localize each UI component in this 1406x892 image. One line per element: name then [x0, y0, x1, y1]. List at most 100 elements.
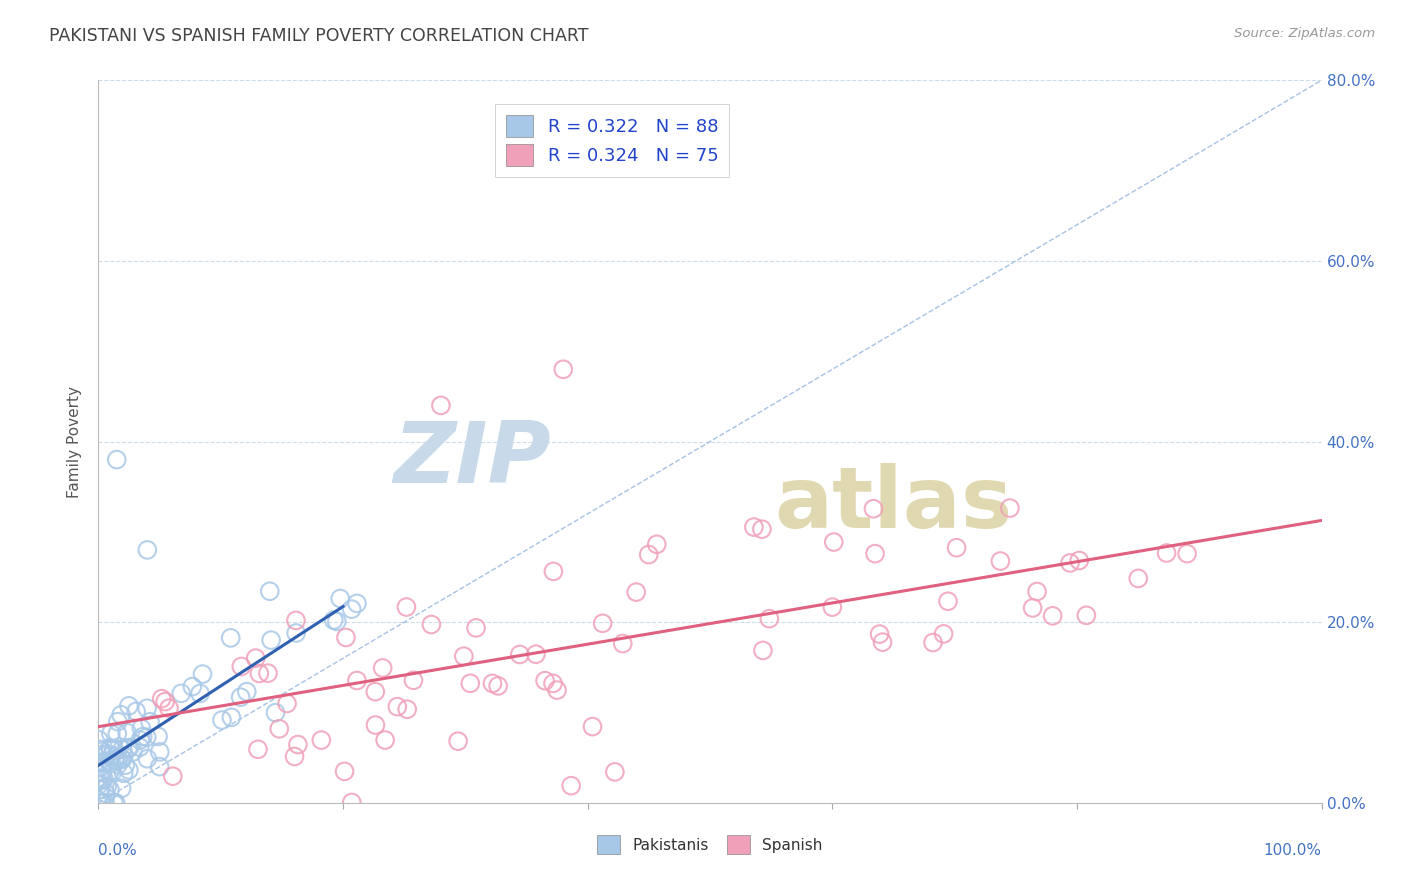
Point — [219, 631, 242, 645]
Point — [105, 727, 128, 741]
Point — [111, 752, 134, 766]
Point — [420, 617, 443, 632]
Point — [447, 734, 470, 748]
Text: Source: ZipAtlas.com: Source: ZipAtlas.com — [1234, 27, 1375, 40]
Point — [231, 659, 253, 673]
Point — [98, 782, 121, 797]
Y-axis label: Family Poverty: Family Poverty — [67, 385, 83, 498]
Point — [157, 701, 180, 715]
Text: atlas: atlas — [775, 463, 1012, 546]
Point — [94, 787, 117, 801]
Point — [136, 752, 159, 766]
Point — [1156, 546, 1178, 560]
Point — [1128, 571, 1150, 585]
Point — [364, 718, 387, 732]
Point — [87, 756, 110, 770]
Point — [89, 772, 111, 787]
Point — [118, 740, 141, 755]
Point — [91, 744, 114, 758]
Point — [110, 781, 132, 796]
Point — [329, 591, 352, 606]
Point — [346, 673, 368, 688]
Point — [581, 720, 603, 734]
Point — [93, 772, 115, 786]
Point — [107, 757, 129, 772]
Point — [94, 756, 117, 770]
Point — [188, 686, 211, 700]
Text: PAKISTANI VS SPANISH FAMILY POVERTY CORRELATION CHART: PAKISTANI VS SPANISH FAMILY POVERTY CORR… — [49, 27, 589, 45]
Point — [752, 643, 775, 657]
Point — [945, 541, 967, 555]
Point — [236, 684, 259, 698]
Point — [181, 680, 204, 694]
Point — [112, 766, 135, 780]
Point — [94, 790, 117, 805]
Point — [387, 699, 409, 714]
Point — [287, 738, 309, 752]
Point — [758, 612, 780, 626]
Point — [101, 747, 124, 762]
Point — [264, 706, 287, 720]
Point — [107, 714, 129, 729]
Point — [872, 635, 894, 649]
Point — [553, 362, 575, 376]
Point — [98, 764, 121, 779]
Point — [269, 722, 291, 736]
Point — [751, 522, 773, 536]
Point — [333, 764, 356, 779]
Point — [524, 647, 547, 661]
Point — [100, 741, 122, 756]
Point — [104, 749, 127, 764]
Point — [90, 796, 112, 810]
Point — [998, 501, 1021, 516]
Point — [100, 756, 122, 770]
Point — [276, 697, 298, 711]
Point — [247, 666, 270, 681]
Point — [122, 745, 145, 759]
Point — [541, 676, 564, 690]
Point — [560, 779, 582, 793]
Point — [115, 725, 138, 739]
Point — [821, 600, 844, 615]
Point — [1069, 553, 1091, 567]
Point — [612, 636, 634, 650]
Point — [260, 633, 283, 648]
Point — [108, 740, 131, 755]
Point — [374, 733, 396, 747]
Point — [112, 748, 135, 763]
Point — [284, 614, 307, 628]
Point — [990, 554, 1012, 568]
Point — [395, 600, 418, 615]
Point — [136, 701, 159, 715]
Point — [340, 796, 363, 810]
Point — [131, 722, 153, 736]
Point — [285, 626, 308, 640]
Point — [89, 782, 111, 797]
Point — [430, 398, 453, 412]
Point — [402, 673, 425, 688]
Point — [191, 667, 214, 681]
Point — [364, 684, 387, 698]
Point — [340, 602, 363, 616]
Point — [91, 755, 114, 769]
Point — [91, 772, 114, 786]
Point — [509, 648, 531, 662]
Point — [100, 726, 122, 740]
Point — [1076, 608, 1098, 623]
Point — [104, 753, 127, 767]
Text: 0.0%: 0.0% — [98, 843, 138, 857]
Point — [128, 740, 150, 755]
Point — [869, 627, 891, 641]
Point — [311, 733, 333, 747]
Point — [117, 741, 139, 756]
Point — [862, 501, 884, 516]
Point — [149, 745, 172, 759]
Point — [90, 796, 112, 810]
Point — [932, 627, 955, 641]
Point — [543, 565, 565, 579]
Point — [98, 740, 121, 755]
Point — [94, 796, 117, 810]
Point — [135, 730, 157, 744]
Point — [257, 666, 280, 681]
Point — [1059, 556, 1081, 570]
